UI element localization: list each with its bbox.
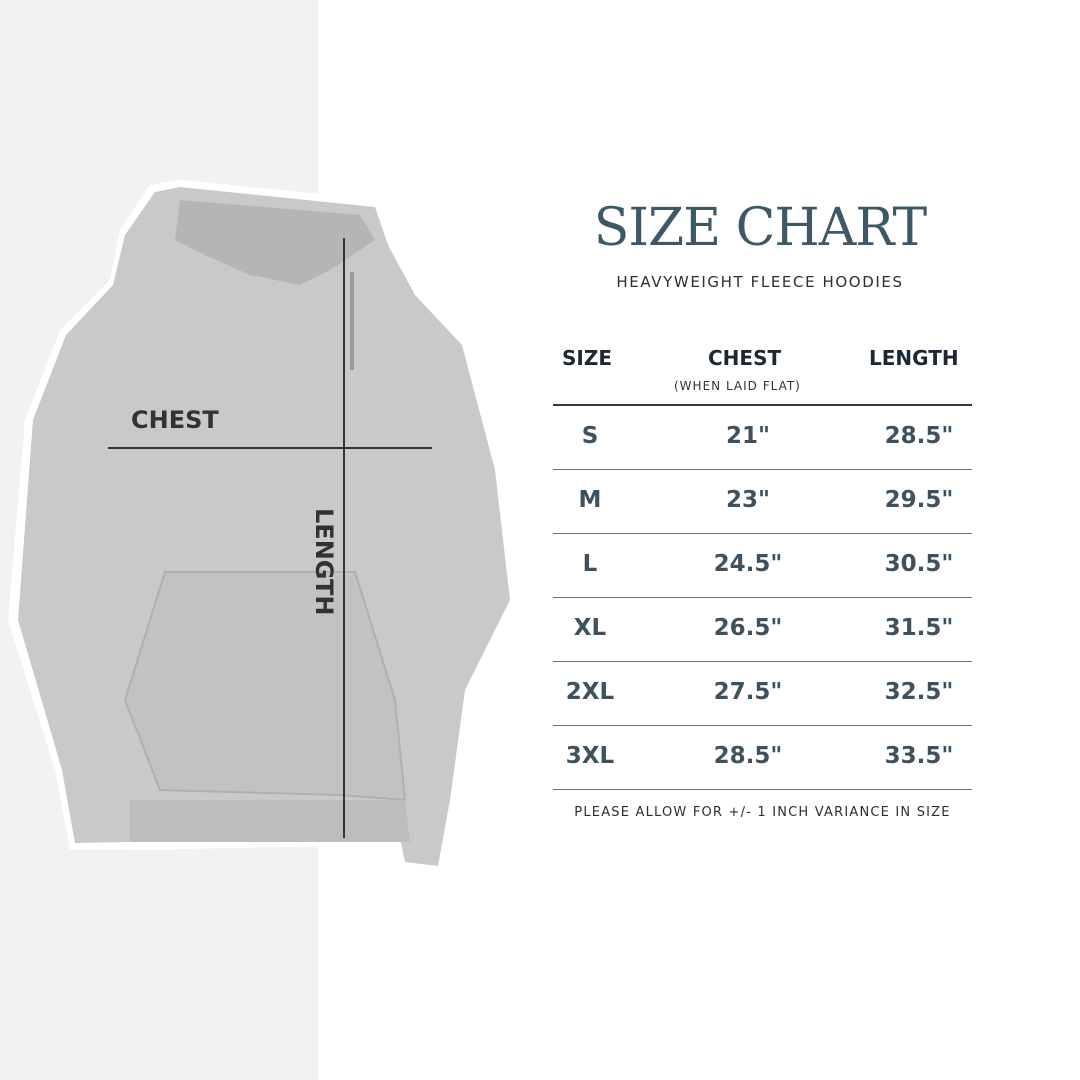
cell-size: XL	[573, 615, 607, 641]
size-table: SIZE CHEST (WHEN LAID FLAT) LENGTH S 21" 2…	[553, 340, 972, 790]
table-header: SIZE CHEST (WHEN LAID FLAT) LENGTH	[553, 340, 972, 406]
cell-size: L	[582, 551, 598, 577]
cell-size: 3XL	[565, 743, 615, 769]
variance-note: PLEASE ALLOW FOR +/- 1 INCH VARIANCE IN …	[574, 805, 951, 820]
cell-length: 29.5"	[884, 487, 954, 513]
cell-length: 33.5"	[884, 743, 954, 769]
cell-chest: 28.5"	[713, 743, 783, 769]
cell-chest: 24.5"	[713, 551, 783, 577]
cell-length: 31.5"	[884, 615, 954, 641]
cell-chest: 27.5"	[713, 679, 783, 705]
cell-length: 30.5"	[884, 551, 954, 577]
column-header-chest: CHEST	[708, 346, 782, 370]
hoodie-pocket	[123, 571, 407, 802]
page-title: SIZE CHART	[593, 198, 927, 258]
hoodie-waistband	[130, 800, 410, 842]
cell-chest: 21"	[726, 423, 770, 449]
table-row: M 23" 29.5"	[553, 470, 972, 534]
column-header-size: SIZE	[562, 346, 613, 370]
table-row: S 21" 28.5"	[553, 406, 972, 470]
chest-measure-label: CHEST	[131, 406, 219, 434]
table-row: L 24.5" 30.5"	[553, 534, 972, 598]
cell-length: 28.5"	[884, 423, 954, 449]
cell-chest: 26.5"	[713, 615, 783, 641]
cell-length: 32.5"	[884, 679, 954, 705]
table-row: 2XL 27.5" 32.5"	[553, 662, 972, 726]
hoodie-hood-inner	[175, 200, 375, 285]
column-header-length: LENGTH	[869, 346, 959, 370]
cell-chest: 23"	[726, 487, 770, 513]
table-row: XL 26.5" 31.5"	[553, 598, 972, 662]
page-subtitle: HEAVYWEIGHT FLEECE HOODIES	[616, 273, 904, 291]
cell-size: S	[581, 423, 599, 449]
cell-size: M	[578, 487, 602, 513]
cell-size: 2XL	[565, 679, 615, 705]
hoodie-image	[8, 180, 520, 875]
length-measure-label: LENGTH	[310, 508, 338, 616]
table-row: 3XL 28.5" 33.5"	[553, 726, 972, 790]
column-subheader-chest: (WHEN LAID FLAT)	[674, 379, 801, 393]
